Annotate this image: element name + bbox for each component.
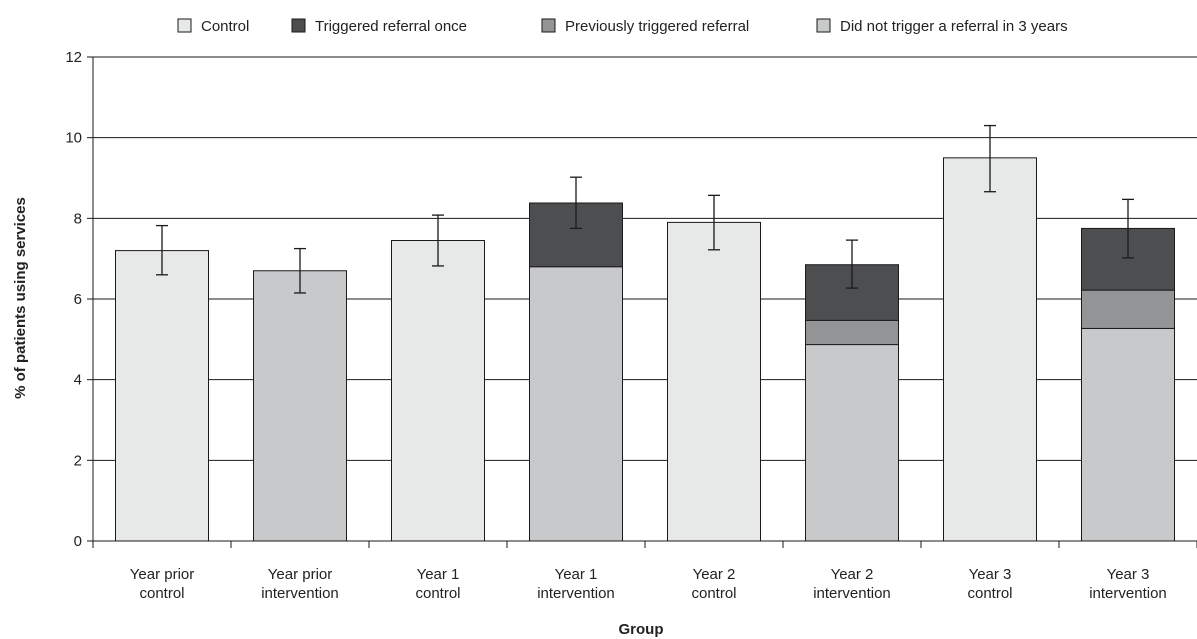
x-tick-label: Year prior xyxy=(130,566,194,583)
x-tick-label: Year 2 xyxy=(831,566,874,583)
x-tick-label: control xyxy=(415,585,460,602)
y-axis-label: % of patients using services xyxy=(12,197,29,399)
x-tick-label: Year 2 xyxy=(693,566,736,583)
bar-segment xyxy=(667,221,761,542)
legend-swatch xyxy=(816,18,831,33)
y-tick-label: 6 xyxy=(74,291,82,308)
x-tick-label: intervention xyxy=(537,585,615,602)
bar-segment xyxy=(1081,289,1175,329)
axes: 0 2 4 6 8 10 12 Year prior control Year prior inte… xyxy=(65,49,1197,602)
x-tick-label: Year 1 xyxy=(417,566,460,583)
y-tick-label: 4 xyxy=(74,372,82,389)
bar-segment xyxy=(391,240,485,542)
legend-label: Control xyxy=(201,18,249,35)
legend-label: Previously triggered referral xyxy=(565,18,749,35)
bar-segment xyxy=(253,270,347,542)
x-tick-label: intervention xyxy=(261,585,339,602)
error-bars xyxy=(156,124,1134,294)
bar-segment xyxy=(1081,327,1175,542)
y-tick-label: 8 xyxy=(74,210,82,227)
bar-segment xyxy=(943,157,1037,542)
x-tick-label: Year prior xyxy=(268,566,332,583)
x-tick-label: control xyxy=(967,585,1012,602)
bar-segment xyxy=(805,319,899,346)
bar-segment xyxy=(805,344,899,542)
legend: Control Triggered referral once Previously… xyxy=(177,18,1068,35)
x-tick-label: Year 3 xyxy=(1107,566,1150,583)
x-tick-label: intervention xyxy=(813,585,891,602)
x-tick-label: control xyxy=(691,585,736,602)
legend-swatch xyxy=(177,18,192,33)
x-tick-label: intervention xyxy=(1089,585,1167,602)
legend-swatch xyxy=(291,18,306,33)
x-tick-label: control xyxy=(139,585,184,602)
y-tick-label: 12 xyxy=(65,49,82,66)
legend-swatch xyxy=(541,18,556,33)
legend-label: Triggered referral once xyxy=(315,18,467,35)
y-tick-label: 2 xyxy=(74,452,82,469)
legend-label: Did not trigger a referral in 3 years xyxy=(840,18,1068,35)
x-tick-label: Year 3 xyxy=(969,566,1012,583)
x-axis-label: Group xyxy=(619,621,664,638)
bars xyxy=(115,157,1175,542)
bar-segment xyxy=(529,266,623,542)
x-tick-label: Year 1 xyxy=(555,566,598,583)
y-tick-label: 0 xyxy=(74,533,82,550)
y-tick-label: 10 xyxy=(65,130,82,147)
bar-segment xyxy=(115,250,209,542)
